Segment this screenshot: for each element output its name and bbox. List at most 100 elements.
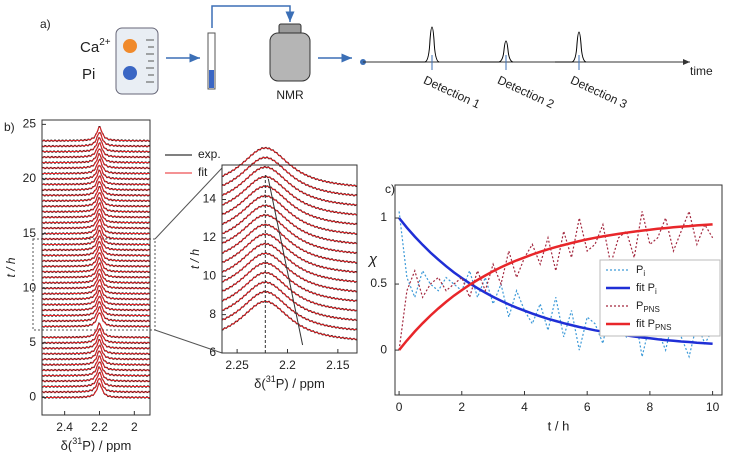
x-axis-label-part: δ( [61,438,73,452]
fit-spectrum [42,181,150,196]
fit-spectrum [221,300,358,340]
exp-spectrum [221,146,358,188]
x-tick-label: 2.15 [326,358,350,372]
tube [207,32,216,90]
y-tick-label: 10 [203,268,217,282]
fit-spectrum [42,334,150,349]
legend-label: exp. [198,147,221,161]
fit-spectrum [42,355,150,371]
panel-label: c) [385,182,395,196]
y-tick-label: 15 [23,226,37,240]
phosphate-label: Pi [82,66,95,83]
tube-sample [209,70,214,88]
fit-spectrum [221,214,358,254]
y-tick-label: 20 [23,171,37,185]
fit-spectrum [42,383,150,398]
x-tick-label: 0 [396,400,403,414]
fit-spectrum [42,268,150,284]
fit-spectrum [42,345,150,360]
fit-spectrum [221,185,358,225]
x-tick-label: 8 [647,400,654,414]
legend-name: P [636,300,643,312]
legend-subscript: i [643,269,645,278]
fit-spectrum [221,243,357,283]
fit-spectrum [42,306,150,322]
fit-spectrum [42,312,150,327]
legend-label: fit Pi [636,282,657,296]
x-axis-label-part: P) / ppm [82,438,131,452]
nmr-body [269,32,311,82]
y-tick-label: 0 [380,342,387,356]
fit-spectrum [42,301,150,316]
fit-spectrum [42,137,150,153]
fit-spectrum [42,279,150,295]
phosphate-ball [123,66,137,80]
fit-spectrum [221,176,358,216]
y-tick-label: 6 [209,345,216,359]
fit-spectrum [42,148,150,164]
fit-spectrum [42,367,150,382]
fit-spectrum [42,377,150,393]
fit-spectrum [41,224,150,240]
fit-spectrum [42,274,150,289]
fit-spectrum [42,290,150,306]
x-tick-label: 2.2 [279,358,296,372]
fit-spectrum [42,143,150,158]
y-tick-label: 25 [23,117,37,131]
fit-spectrum [221,166,358,206]
x-axis-label: δ(31P) / ppm [254,374,325,391]
legend-label: PPNS [636,300,660,314]
fit-spectrum [42,170,150,185]
fit-spectrum [42,214,150,229]
x-axis-label: t / h [548,418,570,433]
panel-label: b) [4,120,15,134]
fit-spectrum [42,246,150,262]
fit-spectrum [42,219,150,235]
fit-spectrum [42,159,150,174]
legend-name: fit P [636,282,655,294]
axes-box [221,164,358,354]
legend-name: fit P [636,318,655,330]
exp-spectrum [221,290,358,331]
time-label: time [690,64,713,78]
x-axis-label-part: δ( [254,376,266,391]
peak [400,26,440,63]
y-axis-label: t / h [188,249,202,269]
fit-spectrum [42,230,150,245]
fit-spectrum [221,205,358,244]
detection-ticks [431,55,580,70]
fit-spectrum [42,328,150,344]
fit-spectrum [221,272,358,311]
fit-spectrum [42,153,150,169]
ion: Ca [80,39,100,56]
y-tick-label: 0 [29,390,36,404]
legend-label: fit PPNS [636,318,671,332]
y-tick-label: 5 [29,335,36,349]
fit-spectrum [42,208,150,224]
y-tick-label: 1 [380,210,387,224]
fit-spectrum [42,350,150,366]
panel-label: a) [40,17,51,31]
peak [555,31,587,63]
fit-spectrum [42,241,150,256]
x-tick-label: 2 [131,420,138,434]
fit-spectrum [42,126,150,142]
y-axis-label: χ [367,251,378,268]
arrow [211,5,295,28]
fit-spectrum [42,192,150,207]
fit-spectrum [42,175,150,191]
fit-spectrum [221,233,357,273]
fit-spectrum [42,361,150,377]
fit-spectrum [42,323,150,338]
x-axis-label-part: 31 [266,374,276,384]
x-tick-label: 2 [458,400,465,414]
x-axis-label: δ(31P) / ppm [61,436,132,452]
fit-spectrum [221,156,358,196]
x-tick-label: 2.4 [56,420,73,434]
fit-spectrum [221,253,358,292]
legend-subscript: i [655,287,657,296]
fit-spectrum [42,339,150,355]
peak [480,40,514,63]
x-tick-label: 2.2 [91,420,108,434]
beaker-scale [146,39,154,83]
